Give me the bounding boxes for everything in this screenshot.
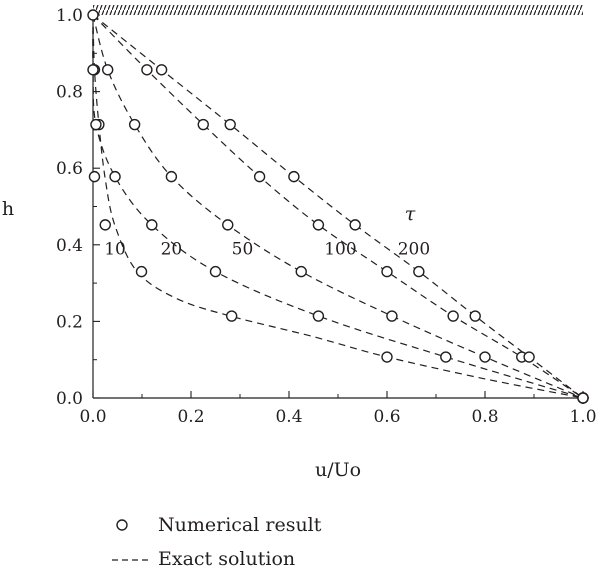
numerical-point-tau-50 [128,118,141,131]
numerical-point-tau-200 [469,310,481,322]
exact-curve-tau-20 [92,14,584,399]
x-tick-label: 0.4 [275,407,302,427]
y-tick-label: 0.2 [56,312,83,332]
top-wall-hatching [93,5,583,15]
legend-exact-label: Exact solution [158,548,296,570]
numerical-point-tau-50 [295,265,307,278]
numerical-point-tau-10 [99,219,111,231]
numerical-point-tau-200 [288,170,300,183]
curve-label-tau-200: 200 [398,239,430,259]
numerical-result-points [87,9,589,404]
numerical-point-tau-10 [87,9,99,21]
numerical-point-tau-200 [523,351,535,363]
numerical-point-tau-200 [224,118,236,131]
numerical-point-tau-100 [381,265,393,278]
exact-curve-tau-100 [92,14,584,399]
x-tick-label: 1.0 [569,407,596,427]
y-tick-label: 0.4 [56,236,83,256]
numerical-point-tau-20 [146,219,158,231]
curve-label-tau-100: 100 [324,239,356,259]
numerical-point-tau-10 [381,351,393,363]
exact-curve-tau-50 [92,14,584,399]
y-tick-label: 1.0 [56,6,83,26]
numerical-point-tau-100 [141,64,153,76]
y-axis-label: h [2,198,14,220]
x-axis-label: u/Uo [315,459,361,481]
circle-marker-icon [112,515,152,535]
numerical-point-tau-50 [386,310,398,322]
legend-numerical-label: Numerical result [158,514,322,536]
curve-labels: 10 20 50 100 200 [104,239,430,259]
curve-label-tau-10: 10 [104,239,126,259]
numerical-point-tau-200 [577,392,589,404]
numerical-point-tau-50 [101,64,114,76]
x-tick-label: 0.2 [177,407,204,427]
legend-numerical: Numerical result [112,514,321,536]
numerical-point-tau-100 [197,118,209,131]
curve-label-tau-20: 20 [161,239,183,259]
numerical-point-tau-100 [253,170,266,183]
tau-symbol: τ [405,203,416,225]
dashed-line-icon [112,549,152,569]
y-tick-label: 0.6 [56,159,83,179]
x-tick-label: 0.6 [373,407,400,427]
numerical-point-tau-20 [90,118,102,131]
x-tick-label: 0.8 [471,407,498,427]
numerical-point-tau-50 [479,351,491,363]
numerical-point-tau-20 [312,310,325,322]
numerical-point-tau-10 [135,265,148,278]
numerical-point-tau-100 [312,219,325,231]
curve-label-tau-50: 50 [232,239,254,259]
numerical-point-tau-20 [209,265,222,278]
numerical-point-tau-20 [440,351,452,363]
y-tick-label: 0.0 [56,389,83,409]
numerical-point-tau-200 [349,219,361,231]
numerical-point-tau-100 [447,310,459,322]
y-tick-label: 0.8 [56,83,83,103]
numerical-point-tau-50 [165,170,178,183]
tick-labels: 0.0 0.2 0.4 0.6 0.8 1.0 0.0 0.2 0.4 0.6 0.8 1.0 [56,6,597,427]
legend-exact: Exact solution [112,548,295,570]
numerical-point-tau-200 [413,265,425,278]
numerical-point-tau-20 [87,64,99,76]
numerical-point-tau-200 [155,64,168,76]
numerical-point-tau-10 [88,170,101,183]
x-tick-label: 0.0 [79,407,106,427]
numerical-point-tau-10 [225,310,238,322]
exact-curve-tau-200 [92,14,584,399]
numerical-point-tau-50 [222,219,234,231]
numerical-point-tau-20 [109,170,121,183]
